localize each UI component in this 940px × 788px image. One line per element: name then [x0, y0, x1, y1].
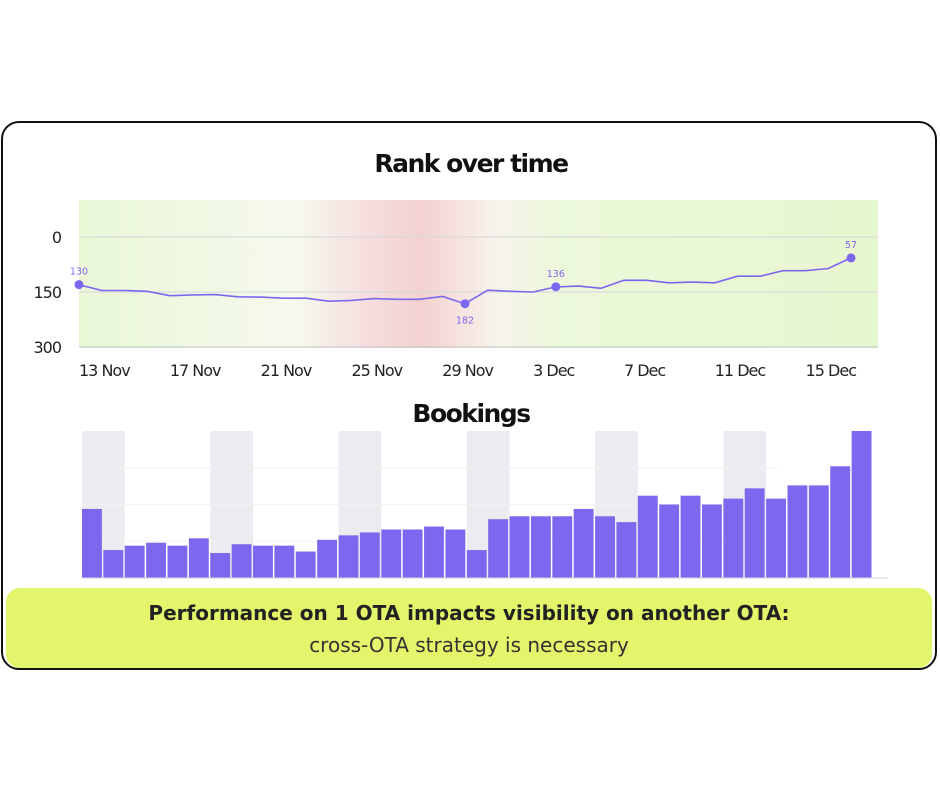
banner-headline: Performance on 1 OTA impacts visibility … — [148, 601, 790, 625]
rank-x-tick-label: 11 Dec — [715, 361, 766, 380]
bookings-bar — [253, 545, 273, 578]
bookings-bar — [167, 545, 188, 578]
bookings-bar — [124, 545, 145, 578]
rank-x-tick-label: 21 Nov — [261, 361, 312, 380]
bookings-bar — [424, 526, 444, 578]
insight-banner: Performance on 1 OTA impacts visibility … — [6, 588, 932, 668]
bookings-bar — [701, 504, 722, 578]
rank-chart-title: Rank over time — [374, 149, 569, 178]
rank-x-tick-label: 13 Nov — [79, 361, 130, 380]
rank-annotation-label: 130 — [70, 267, 88, 278]
bookings-bar — [851, 431, 872, 578]
rank-annotation-label: 182 — [456, 316, 474, 327]
bookings-bar — [466, 550, 487, 578]
bookings-bar — [766, 498, 786, 578]
rank-x-tick-label: 3 Dec — [533, 361, 574, 380]
bookings-bar — [188, 538, 209, 578]
bookings-bar — [295, 551, 316, 578]
bookings-bar — [530, 516, 551, 578]
bookings-bar — [231, 544, 252, 578]
bookings-bar — [573, 508, 594, 578]
bookings-bar — [210, 553, 231, 578]
bookings-bar — [723, 498, 744, 578]
rank-x-tick-label: 25 Nov — [351, 361, 402, 380]
bookings-bar — [680, 495, 701, 578]
bookings-bar — [808, 485, 829, 578]
rank-annotation-point — [551, 282, 561, 292]
bookings-bar — [338, 535, 359, 578]
rank-annotation-point — [460, 299, 470, 309]
rank-x-tick-label: 15 Dec — [806, 361, 857, 380]
bookings-bar — [82, 508, 102, 578]
banner-subline: cross-OTA strategy is necessary — [309, 633, 629, 657]
bookings-bar — [146, 542, 167, 578]
rank-annotation-label: 57 — [845, 240, 857, 251]
rank-y-tick-label: 150 — [33, 283, 61, 302]
bookings-bar — [402, 529, 423, 578]
bookings-bar — [637, 495, 658, 578]
bookings-bar — [381, 529, 402, 578]
rank-x-tick-label: 7 Dec — [624, 361, 665, 380]
rank-x-tick-label: 29 Nov — [442, 361, 493, 380]
charts-svg: 0 150 300 13 Nov 17 Nov 21 Nov 25 Nov 29 Nov 3 D… — [33, 200, 888, 579]
bookings-bar — [509, 516, 530, 578]
bookings-bar — [830, 466, 851, 578]
bookings-bar — [595, 516, 615, 578]
rank-annotation-point — [74, 280, 84, 290]
bookings-bar — [359, 532, 380, 578]
bookings-bar — [616, 522, 637, 578]
bookings-bar — [744, 488, 765, 578]
bookings-bar — [552, 516, 573, 578]
bookings-bar — [103, 550, 124, 578]
bookings-chart — [82, 431, 888, 579]
rank-x-tick-label: 17 Nov — [170, 361, 221, 380]
bookings-bar — [659, 504, 680, 578]
rank-chart: 0 150 300 13 Nov 17 Nov 21 Nov 25 Nov 29 Nov 3 D… — [33, 228, 878, 380]
rank-annotation-point — [846, 253, 856, 263]
chart-card: Rank over time Bookings 0 150 300 13 Nov 17 … — [1, 121, 937, 670]
rank-plot-background — [79, 200, 878, 348]
rank-annotation-label: 136 — [547, 269, 565, 280]
rank-y-tick-label: 0 — [52, 228, 62, 247]
bookings-bar — [274, 545, 295, 578]
bookings-bar — [488, 519, 509, 578]
bookings-bar — [445, 529, 466, 578]
bookings-chart-title: Bookings — [412, 399, 531, 428]
bookings-bar — [317, 539, 338, 578]
rank-y-tick-label: 300 — [33, 338, 61, 357]
bookings-bar — [787, 485, 808, 578]
